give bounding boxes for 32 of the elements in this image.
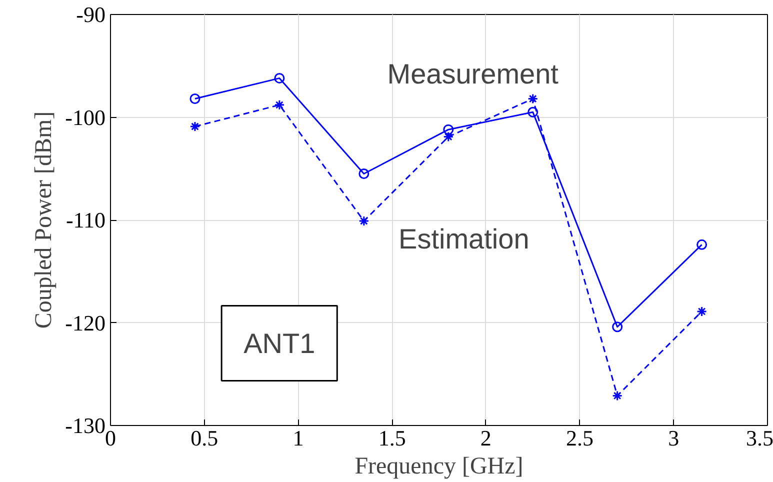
x-tick-label: 2.5 — [566, 426, 594, 450]
point — [696, 306, 708, 317]
x-tick-label: 2 — [480, 426, 492, 450]
point — [612, 322, 623, 332]
point — [443, 132, 454, 142]
point — [274, 100, 285, 110]
point — [443, 124, 454, 135]
y-axis-title: Coupled Power [dBm] — [31, 111, 58, 329]
point — [696, 239, 708, 250]
point — [190, 121, 200, 132]
y-tick-label: -130 — [65, 413, 106, 438]
point — [612, 390, 623, 401]
point — [528, 106, 538, 118]
point — [358, 216, 370, 226]
point — [274, 72, 285, 84]
x-tick-label: 0 — [105, 426, 116, 450]
x-tick-label: 1 — [292, 426, 304, 450]
y-tick-label: -100 — [65, 104, 106, 130]
series-label: Measurement — [387, 58, 559, 90]
annotation: ANT1 — [244, 328, 316, 359]
y-tick-label: -90 — [76, 2, 106, 27]
x-tick-label: 3 — [668, 426, 680, 450]
y-tick-label: -110 — [66, 208, 106, 232]
point — [190, 94, 200, 104]
point — [358, 168, 370, 180]
x-axis-title: Frequency [GHz] — [354, 454, 524, 480]
x-tick-label: 0.5 — [190, 426, 218, 450]
y-tick-label: -120 — [65, 310, 106, 336]
x-tick-label: 1.5 — [378, 426, 406, 450]
series-label: Estimation — [398, 224, 530, 255]
point — [528, 94, 538, 104]
x-tick-label: 3.5 — [746, 426, 773, 450]
